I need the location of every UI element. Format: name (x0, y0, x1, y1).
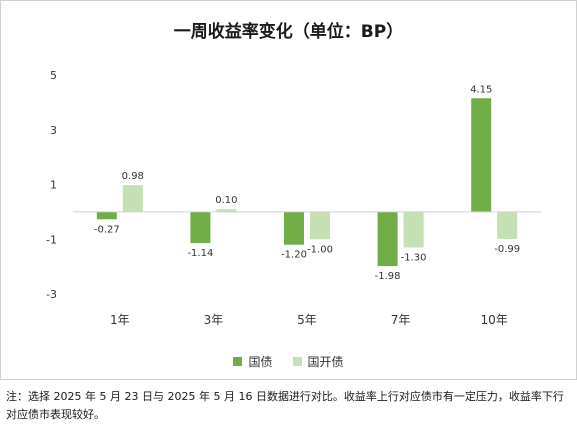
data-label: -1.20 (281, 250, 307, 261)
data-label: -0.99 (494, 244, 520, 255)
footnote: 注：选择 2025 年 5 月 23 日与 2025 年 5 月 16 日数据进… (6, 390, 564, 421)
chart-frame: 一周收益率变化（单位：BP） 5 3 1 -1 -3 -0.27 -1.14 -1.20 -1.… (0, 0, 577, 380)
legend-item-series-2: 国开债 (292, 353, 344, 370)
data-label: 0.10 (215, 195, 237, 206)
y-tick-label: 3 (50, 124, 57, 137)
bar-1-3年 (190, 211, 211, 244)
bar-2-7年 (403, 211, 424, 248)
bar-2-10年 (497, 211, 518, 239)
legend-label-series-2: 国开债 (307, 355, 344, 369)
legend-swatch-series-2 (292, 357, 302, 366)
bar-1-10年 (471, 98, 492, 212)
legend-item-series-1: 国债 (233, 353, 273, 370)
y-tick-label: -3 (46, 288, 57, 301)
bar-2-3年 (216, 209, 237, 212)
data-label: -1.14 (187, 248, 213, 259)
x-tick-label: 3年 (204, 313, 224, 327)
y-tick-label: -1 (46, 233, 57, 246)
data-label: -0.27 (94, 224, 120, 235)
x-tick-label: 7年 (391, 313, 411, 327)
x-tick-label: 1年 (110, 313, 130, 327)
x-tick-label: 10年 (481, 313, 508, 327)
bar-2-5年 (310, 211, 330, 240)
legend: 国债 国开债 (1, 353, 576, 370)
x-tick-label: 5年 (297, 313, 317, 327)
data-label: -1.30 (401, 252, 427, 263)
data-label: 4.15 (470, 84, 492, 95)
y-tick-label: 5 (50, 69, 57, 82)
y-tick-label: 1 (50, 179, 57, 192)
data-label: 0.98 (122, 171, 144, 182)
bar-1-7年 (377, 211, 398, 267)
bar-1-5年 (284, 211, 304, 245)
legend-label-series-1: 国债 (248, 355, 273, 369)
chart-title: 一周收益率变化（单位：BP） (173, 22, 404, 42)
data-label: -1.00 (307, 244, 333, 255)
legend-swatch-series-1 (233, 357, 243, 366)
data-label: -1.98 (375, 271, 401, 282)
bar-1-1年 (96, 211, 117, 220)
bar-chart: 5 3 1 -1 -3 -0.27 -1.14 -1.20 -1.98 4.15 0.98 0.10 -… (46, 69, 541, 327)
bar-2-1年 (122, 185, 143, 212)
